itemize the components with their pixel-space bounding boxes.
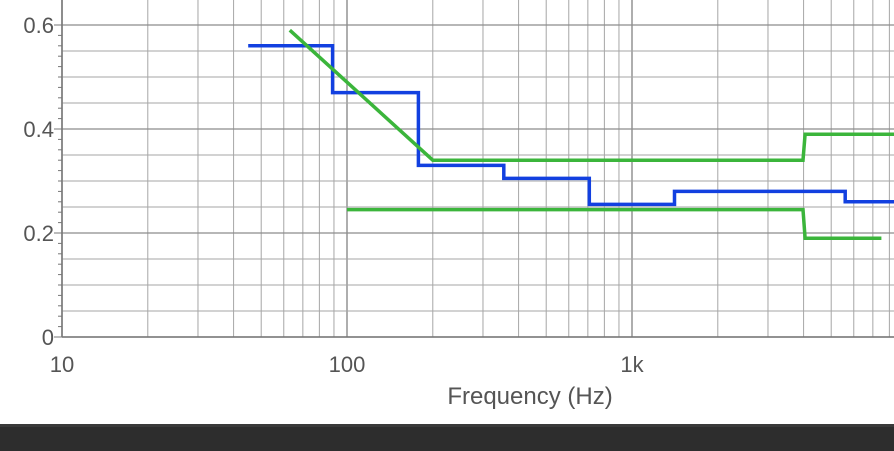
series-line-2: [288, 28, 894, 162]
x-tick-label: 100: [329, 352, 366, 377]
y-tick-label: 0.4: [23, 117, 54, 142]
series-group: [248, 28, 894, 240]
grid: [54, 0, 894, 338]
y-tick-label: 0.6: [23, 13, 54, 38]
tick-labels: 0 0.2 0.4 0.6 10 100 1k: [23, 13, 644, 377]
bottom-bar: [0, 424, 894, 451]
frequency-response-chart: 0 0.2 0.4 0.6 10 100 1k Frequency (Hz): [23, 0, 894, 410]
chart-canvas: 0 0.2 0.4 0.6 10 100 1k Frequency (Hz): [23, 0, 894, 410]
x-tick-label: 1k: [620, 352, 644, 377]
y-tick-label: 0: [42, 325, 54, 350]
series-line-3: [347, 207, 882, 240]
x-axis-title: Frequency (Hz): [447, 383, 612, 410]
x-tick-label: 10: [50, 352, 74, 377]
series-line-1: [248, 44, 894, 207]
y-tick-label: 0.2: [23, 221, 54, 246]
